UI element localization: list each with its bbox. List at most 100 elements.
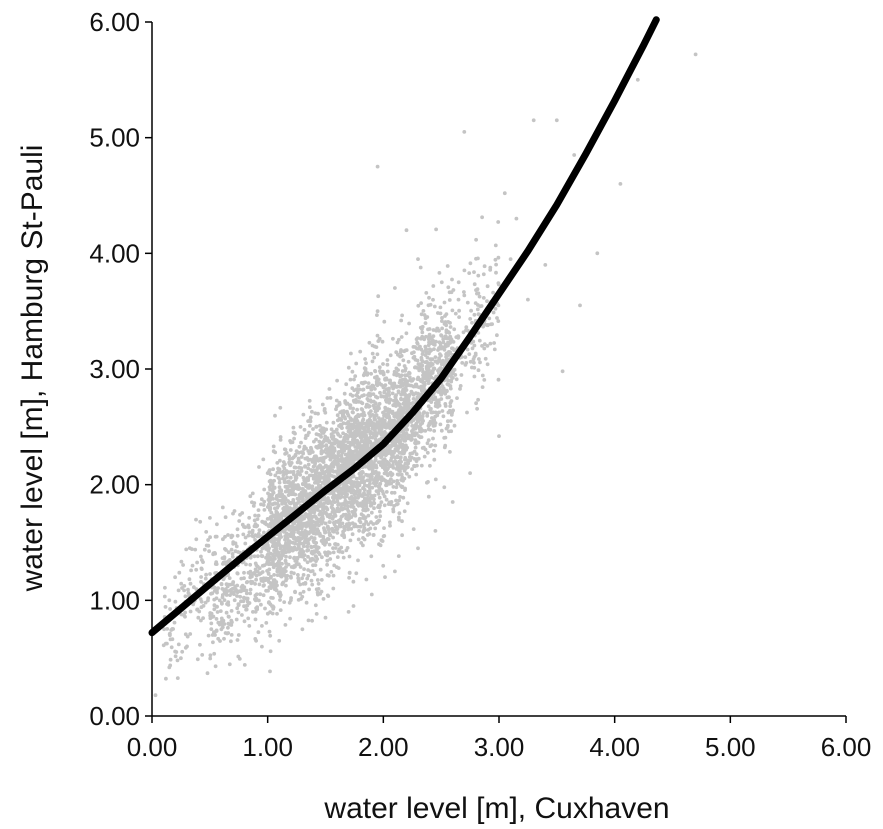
scatter-point: [482, 346, 487, 351]
scatter-point: [247, 515, 252, 520]
scatter-point: [412, 449, 417, 454]
scatter-point: [209, 621, 214, 626]
scatter-point: [381, 563, 386, 568]
scatter-point: [323, 615, 328, 620]
scatter-point: [214, 560, 219, 565]
scatter-point: [332, 563, 337, 568]
scatter-point: [425, 441, 430, 446]
scatter-point: [222, 555, 227, 559]
scatter-point: [246, 533, 251, 538]
scatter-point: [395, 448, 400, 452]
scatter-point: [443, 360, 448, 365]
scatter-point: [419, 426, 423, 431]
scatter-point: [339, 545, 344, 550]
scatter-point: [360, 387, 365, 392]
scatter-point: [292, 571, 296, 576]
scatter-point: [411, 397, 416, 401]
scatter-point: [443, 404, 448, 408]
scatter-point: [314, 445, 319, 449]
scatter-point: [253, 561, 258, 566]
scatter-point: [362, 526, 367, 530]
scatter-point: [446, 330, 451, 334]
scatter-point: [486, 323, 490, 327]
scatter-point: [410, 436, 414, 441]
scatter-point: [337, 416, 342, 421]
scatter-point: [296, 469, 300, 474]
scatter-point: [398, 384, 403, 389]
scatter-point: [303, 464, 307, 469]
scatter-point: [455, 396, 459, 400]
scatter-point: [366, 381, 371, 385]
scatter-point: [229, 547, 234, 552]
scatter-point: [335, 471, 340, 476]
scatter-point: [427, 334, 432, 339]
scatter-point: [307, 405, 312, 410]
scatter-point: [380, 369, 385, 374]
scatter-point: [299, 490, 304, 495]
scatter-point: [262, 530, 266, 535]
scatter-point: [251, 610, 255, 614]
scatter-point: [355, 390, 360, 395]
scatter-point: [431, 334, 436, 338]
scatter-point: [328, 445, 333, 450]
scatter-point: [229, 618, 234, 623]
scatter-point: [307, 509, 312, 513]
scatter-point: [398, 439, 403, 444]
scatter-point: [560, 369, 565, 374]
scatter-point: [192, 585, 196, 590]
scatter-point: [173, 575, 178, 580]
scatter-point: [618, 182, 623, 186]
scatter-point: [402, 468, 407, 473]
scatter-point: [400, 519, 404, 524]
scatter-point: [376, 339, 381, 343]
scatter-point: [543, 263, 548, 267]
scatter-point: [415, 336, 420, 340]
scatter-point: [373, 409, 378, 414]
scatter-point: [262, 563, 267, 568]
scatter-point: [451, 408, 455, 413]
scatter-point: [213, 534, 218, 539]
scatter-point: [399, 392, 404, 397]
scatter-point: [399, 397, 403, 402]
scatter-point: [397, 380, 402, 385]
scatter-point: [205, 671, 210, 676]
scatter-point: [324, 469, 328, 474]
scatter-point: [494, 262, 498, 267]
scatter-point: [380, 465, 385, 470]
scatter-point: [212, 597, 217, 602]
scatter-point: [357, 413, 362, 418]
scatter-point: [462, 268, 467, 273]
scatter-point: [293, 590, 297, 595]
scatter-point: [351, 439, 356, 443]
scatter-point: [360, 407, 365, 412]
scatter-point: [314, 541, 319, 545]
scatter-point: [348, 416, 353, 421]
scatter-point: [247, 624, 252, 628]
scatter-point: [414, 441, 418, 446]
scatter-point: [397, 462, 402, 467]
scatter-point: [433, 477, 438, 482]
scatter-point: [276, 503, 281, 508]
scatter-point: [374, 463, 378, 468]
scatter-point: [179, 581, 184, 586]
scatter-point: [329, 462, 334, 467]
scatter-point: [322, 478, 327, 482]
scatter-point: [451, 346, 455, 351]
scatter-point: [320, 441, 324, 445]
scatter-point: [407, 375, 412, 379]
scatter-point: [476, 368, 481, 373]
scatter-point: [394, 350, 399, 355]
scatter-point: [328, 551, 332, 555]
scatter-point: [395, 478, 400, 483]
scatter-point: [279, 488, 284, 493]
scatter-point: [299, 526, 304, 531]
scatter-point: [480, 385, 485, 389]
scatter-point: [446, 410, 451, 415]
scatter-point: [331, 493, 336, 497]
scatter-point: [416, 375, 421, 380]
scatter-point: [393, 394, 398, 399]
scatter-point: [272, 486, 277, 490]
scatter-point: [208, 656, 213, 661]
scatter-point: [325, 438, 330, 443]
scatter-point: [388, 520, 392, 525]
